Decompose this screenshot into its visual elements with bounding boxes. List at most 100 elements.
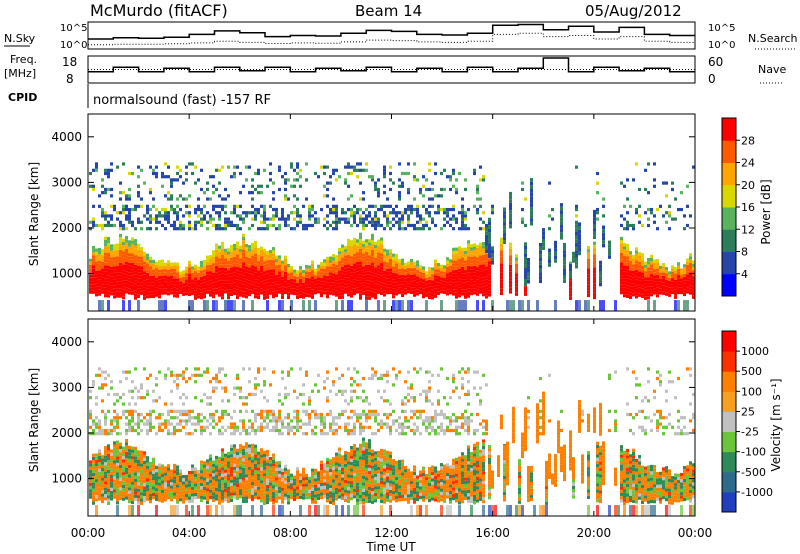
heat-cell bbox=[143, 280, 146, 284]
heat-cell bbox=[95, 396, 98, 400]
heat-cell bbox=[224, 267, 227, 272]
heat-cell bbox=[329, 288, 332, 292]
heat-cell bbox=[563, 246, 566, 251]
heat-cell bbox=[98, 270, 101, 274]
heat-cell bbox=[233, 463, 236, 467]
heat-cell bbox=[101, 461, 104, 465]
heat-cell bbox=[254, 451, 257, 455]
heat-cell bbox=[92, 428, 95, 433]
heat-cell bbox=[503, 240, 506, 244]
heat-cell bbox=[230, 280, 233, 284]
heat-cell bbox=[455, 279, 458, 283]
heat-cell bbox=[92, 245, 95, 250]
heat-cell bbox=[587, 271, 590, 275]
heat-cell bbox=[200, 466, 203, 471]
heat-cell bbox=[194, 396, 197, 400]
heat-cell bbox=[338, 273, 341, 277]
heat-cell bbox=[128, 253, 131, 257]
heat-cell bbox=[116, 294, 119, 298]
heat-cell bbox=[197, 197, 200, 201]
heat-cell bbox=[473, 291, 476, 295]
heat-cell bbox=[104, 214, 107, 218]
heat-cell bbox=[554, 255, 557, 260]
heat-cell bbox=[134, 296, 137, 300]
heat-cell bbox=[320, 284, 323, 288]
heat-cell bbox=[128, 493, 131, 497]
heat-cell bbox=[206, 497, 209, 501]
heat-cell bbox=[233, 485, 236, 490]
heat-cell bbox=[239, 217, 242, 221]
heat-cell bbox=[371, 262, 374, 266]
heat-cell bbox=[377, 239, 380, 243]
heat-cell bbox=[491, 207, 494, 212]
heat-cell bbox=[665, 279, 668, 284]
heat-cell bbox=[623, 271, 626, 275]
heat-cell bbox=[368, 290, 371, 294]
heat-cell bbox=[515, 283, 518, 287]
heat-cell bbox=[119, 253, 122, 257]
heat-cell bbox=[224, 373, 227, 377]
heat-cell bbox=[458, 284, 461, 288]
heat-cell bbox=[116, 392, 119, 397]
heat-cell bbox=[344, 280, 347, 285]
heat-cell bbox=[251, 488, 254, 492]
heat-cell bbox=[191, 266, 194, 270]
heat-cell bbox=[686, 274, 689, 278]
heat-cell bbox=[407, 264, 410, 268]
heat-cell bbox=[248, 257, 251, 262]
heat-cell bbox=[368, 293, 371, 297]
heat-cell bbox=[131, 462, 134, 466]
heat-cell bbox=[458, 294, 461, 298]
heat-cell bbox=[113, 463, 116, 467]
heat-cell bbox=[299, 495, 302, 499]
heat-cell bbox=[362, 247, 365, 251]
heat-cell bbox=[299, 269, 302, 273]
heat-cell bbox=[182, 227, 185, 231]
heat-cell bbox=[209, 261, 212, 265]
heat-cell bbox=[98, 422, 101, 426]
heat-cell bbox=[212, 175, 215, 179]
heat-cell bbox=[122, 491, 125, 495]
heat-cell bbox=[314, 287, 317, 292]
heat-cell bbox=[635, 162, 638, 166]
heat-cell bbox=[353, 253, 356, 257]
heat-cell bbox=[314, 217, 317, 221]
heat-cell bbox=[119, 223, 122, 228]
heat-cell bbox=[116, 432, 119, 436]
heat-cell bbox=[167, 428, 170, 433]
heat-cell bbox=[95, 469, 98, 473]
heat-cell bbox=[236, 223, 239, 228]
heat-cell bbox=[125, 428, 128, 433]
heat-cell bbox=[254, 482, 257, 487]
heat-cell bbox=[230, 276, 233, 281]
heat-cell bbox=[347, 261, 350, 265]
heat-cell bbox=[428, 168, 431, 172]
heat-cell bbox=[680, 281, 683, 285]
heat-cell bbox=[146, 260, 149, 264]
heat-cell bbox=[182, 373, 185, 377]
heat-cell bbox=[89, 271, 92, 275]
heat-cell bbox=[689, 278, 692, 282]
heat-cell bbox=[347, 184, 350, 188]
heat-cell bbox=[98, 487, 101, 491]
heat-cell bbox=[227, 399, 230, 403]
heat-cell bbox=[626, 278, 629, 283]
heat-cell bbox=[284, 467, 287, 472]
heat-cell bbox=[98, 257, 101, 261]
heat-cell bbox=[242, 246, 245, 250]
heat-cell bbox=[251, 277, 254, 282]
heat-cell bbox=[242, 496, 245, 500]
heat-cell bbox=[329, 291, 332, 295]
heat-cell bbox=[686, 258, 689, 262]
heat-cell bbox=[203, 259, 206, 264]
heat-cell bbox=[92, 476, 95, 480]
heat-cell bbox=[284, 386, 287, 390]
heat-cell bbox=[143, 483, 146, 487]
heat-cell bbox=[158, 396, 161, 400]
heat-cell bbox=[206, 488, 209, 492]
heat-cell bbox=[191, 496, 194, 500]
heat-cell bbox=[302, 300, 305, 311]
heat-cell bbox=[362, 220, 365, 224]
heat-cell bbox=[170, 194, 173, 198]
heat-cell bbox=[272, 272, 275, 276]
